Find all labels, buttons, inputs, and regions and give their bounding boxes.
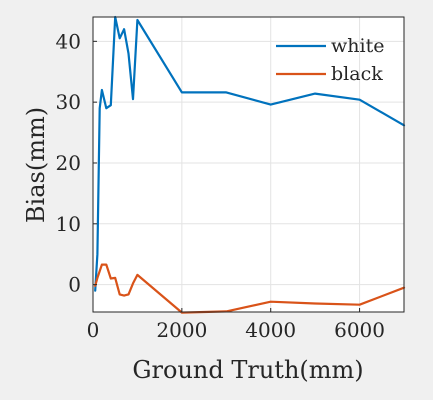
y-tick-label: 30 [56,90,81,114]
series-lines [94,15,406,314]
y-axis-label: Bias(mm) [22,107,50,223]
legend-label-black: black [331,63,383,85]
y-tick-label: 20 [56,151,81,175]
x-tick-label: 6000 [334,318,385,342]
tick-marks [92,40,361,312]
x-tick-label: 4000 [245,318,296,342]
x-tick-label: 2000 [156,318,207,342]
x-tick-labels: 0 2000 4000 6000 [87,318,385,342]
legend: white black [276,35,384,85]
y-tick-label: 40 [56,29,81,53]
legend-label-white: white [331,35,384,57]
y-tick-label: 0 [68,273,81,297]
x-axis-label: Ground Truth(mm) [132,356,363,384]
y-tick-label: 10 [56,212,81,236]
y-tick-labels: 0 10 20 30 40 [56,29,81,296]
series-line-black [94,263,406,314]
x-tick-label: 0 [87,318,100,342]
plot-area [93,17,404,312]
grid-lines [92,17,404,312]
plot-frame [92,16,405,313]
series-line-white [94,15,406,292]
